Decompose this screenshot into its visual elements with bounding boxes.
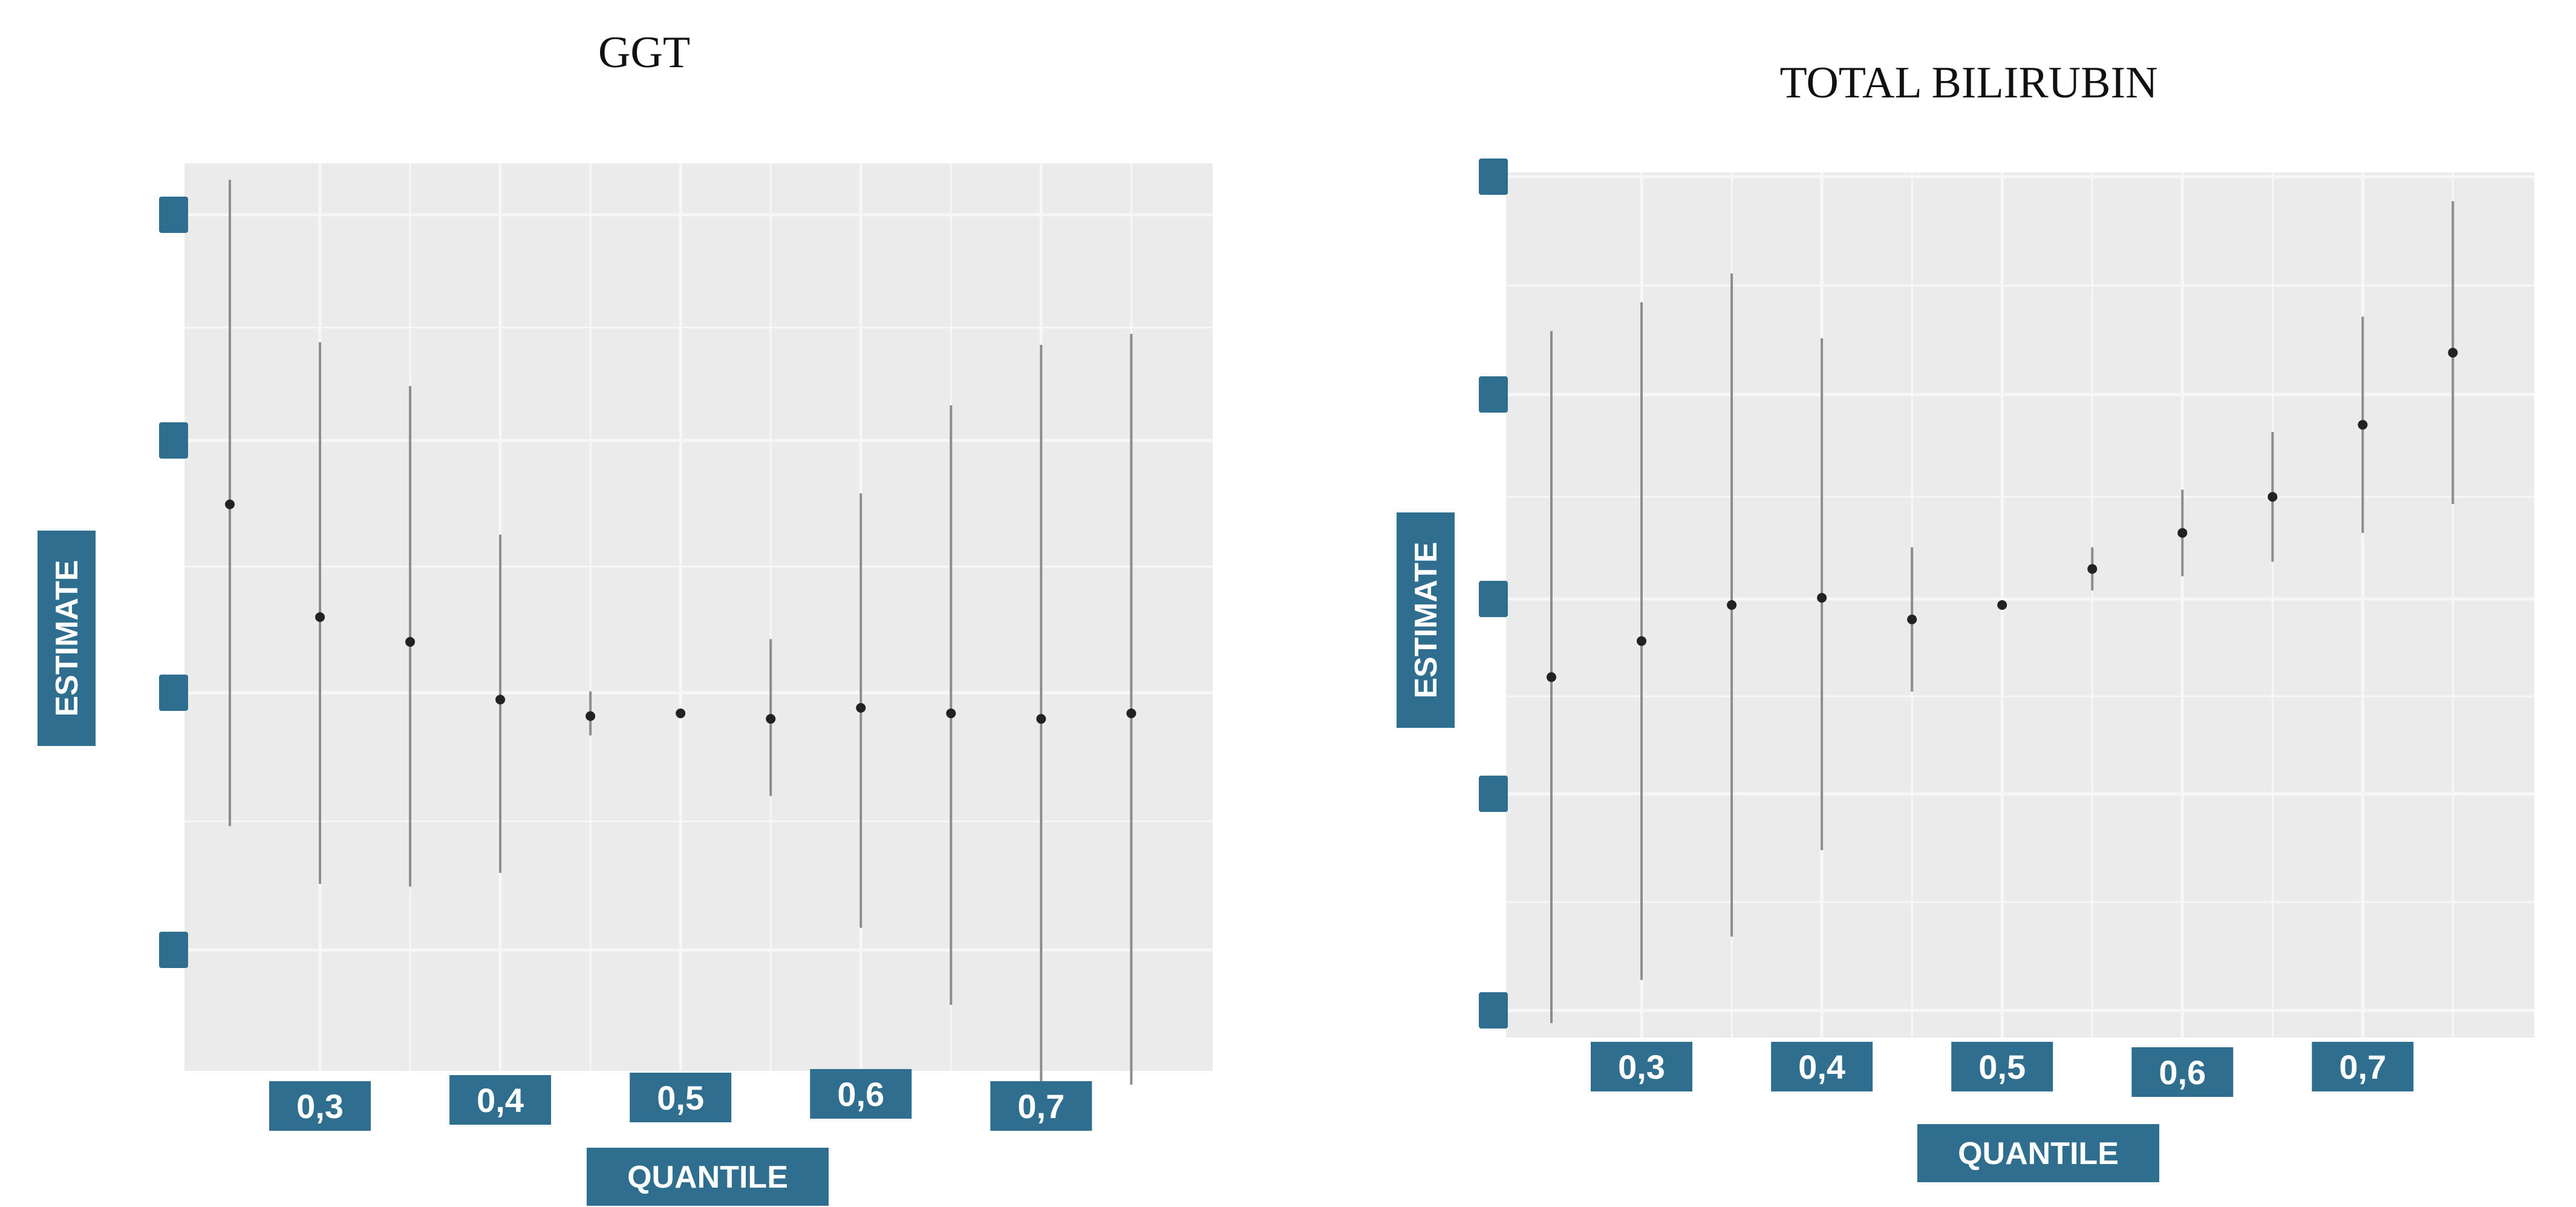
x-tick-label: 0,5 xyxy=(630,1073,732,1122)
data-point xyxy=(405,636,416,647)
data-point xyxy=(1637,636,1647,646)
data-point xyxy=(1126,708,1136,719)
data-point xyxy=(1727,600,1737,610)
x-tick-label-text: 0,4 xyxy=(1798,1048,1845,1086)
chart-title-total-bilirubin: TOTAL BILIRUBIN xyxy=(1779,58,2158,108)
y-tick-label-box xyxy=(1479,581,1508,617)
y-tick-label-box xyxy=(159,422,188,459)
x-tick-label: 0,4 xyxy=(449,1075,552,1125)
data-point xyxy=(495,695,506,705)
data-point xyxy=(1997,600,2007,610)
x-tick-label-text: 0,5 xyxy=(657,1079,704,1117)
x-tick-label: 0,6 xyxy=(810,1069,912,1119)
y-tick-label-box xyxy=(159,932,188,968)
x-tick-label-box xyxy=(2131,1047,2234,1097)
y-tick-label xyxy=(159,932,188,968)
x-tick-label-text: 0,3 xyxy=(1618,1048,1665,1086)
plot-panel xyxy=(1506,172,2534,1038)
x-axis-label-text: QUANTILE xyxy=(1958,1136,2119,1171)
data-point xyxy=(2358,420,2368,430)
y-tick-label-box xyxy=(1479,159,1508,195)
x-axis-label: QUANTILE xyxy=(1917,1124,2159,1182)
y-tick-label-box xyxy=(159,675,188,711)
data-point xyxy=(1547,672,1556,682)
x-tick-label: 0,3 xyxy=(1591,1042,1693,1091)
x-tick-label-box xyxy=(630,1073,732,1122)
x-tick-label: 0,3 xyxy=(269,1081,371,1131)
y-axis-label-text: ESTIMATE xyxy=(50,560,85,716)
y-tick-label xyxy=(159,675,188,711)
x-axis-label: QUANTILE xyxy=(587,1148,829,1206)
x-tick-label: 0,4 xyxy=(1771,1042,1873,1091)
y-tick-label xyxy=(1479,159,1508,195)
data-point xyxy=(946,708,956,719)
data-point xyxy=(225,499,235,509)
y-axis-label: ESTIMATE xyxy=(37,531,96,746)
x-tick-label-box xyxy=(1951,1042,2053,1091)
x-tick-label-text: 0,3 xyxy=(296,1087,344,1125)
plot-panel xyxy=(184,163,1213,1071)
data-point xyxy=(676,708,686,719)
x-tick-label: 0,7 xyxy=(2312,1042,2414,1091)
x-tick-label-box xyxy=(990,1081,1092,1131)
x-tick-label-box xyxy=(1771,1042,1873,1091)
y-tick-label xyxy=(159,422,188,459)
x-tick-label-text: 0,6 xyxy=(837,1075,884,1113)
data-point xyxy=(1907,614,1917,624)
y-axis-label-box xyxy=(37,531,96,746)
y-tick-label xyxy=(1479,376,1508,413)
y-tick-label xyxy=(1479,581,1508,617)
y-tick-label xyxy=(1479,992,1508,1029)
x-axis-label-box xyxy=(587,1148,829,1206)
x-tick-label-box xyxy=(269,1081,371,1131)
data-point xyxy=(766,714,776,724)
data-point xyxy=(2087,564,2098,574)
y-axis-label-box xyxy=(1397,512,1455,728)
y-tick-label-box xyxy=(159,197,188,233)
x-tick-label-box xyxy=(449,1075,552,1125)
x-tick-label: 0,7 xyxy=(990,1081,1092,1131)
y-tick-label xyxy=(1479,776,1508,812)
x-tick-label: 0,6 xyxy=(2131,1047,2234,1097)
y-tick-label-box xyxy=(1479,992,1508,1029)
x-axis-label-box xyxy=(1917,1124,2159,1182)
data-point xyxy=(2448,347,2458,358)
y-tick-label-box xyxy=(1479,376,1508,413)
x-tick-label: 0,5 xyxy=(1951,1042,2053,1091)
y-axis-label: ESTIMATE xyxy=(1397,512,1455,728)
chart-0: 0,3 0,4 0,5 0,6 0,7 QUANTILE ESTIMATE xyxy=(37,163,1213,1206)
x-tick-label-text: 0,7 xyxy=(2339,1048,2386,1086)
chart-1: 0,3 0,4 0,5 0,6 0,7 QUANTILE ESTIMATE xyxy=(1397,159,2534,1182)
x-axis-label-text: QUANTILE xyxy=(627,1160,788,1195)
chart-title-ggt: GGT xyxy=(598,28,691,77)
data-point xyxy=(2268,492,2278,502)
x-tick-label-text: 0,4 xyxy=(477,1081,524,1119)
x-tick-label-box xyxy=(1591,1042,1693,1091)
data-point xyxy=(315,612,325,622)
x-tick-label-box xyxy=(810,1069,912,1119)
x-tick-label-box xyxy=(2312,1042,2414,1091)
data-point xyxy=(856,703,866,713)
x-tick-label-text: 0,6 xyxy=(2159,1053,2206,1091)
y-axis-label-text: ESTIMATE xyxy=(1409,541,1444,698)
x-tick-label-text: 0,5 xyxy=(1978,1048,2026,1086)
y-tick-label-box xyxy=(1479,776,1508,812)
data-point xyxy=(1036,714,1046,724)
data-point xyxy=(2177,528,2188,538)
data-point xyxy=(1817,593,1827,603)
data-point xyxy=(585,711,596,721)
y-tick-label xyxy=(159,197,188,233)
x-tick-label-text: 0,7 xyxy=(1017,1087,1065,1125)
